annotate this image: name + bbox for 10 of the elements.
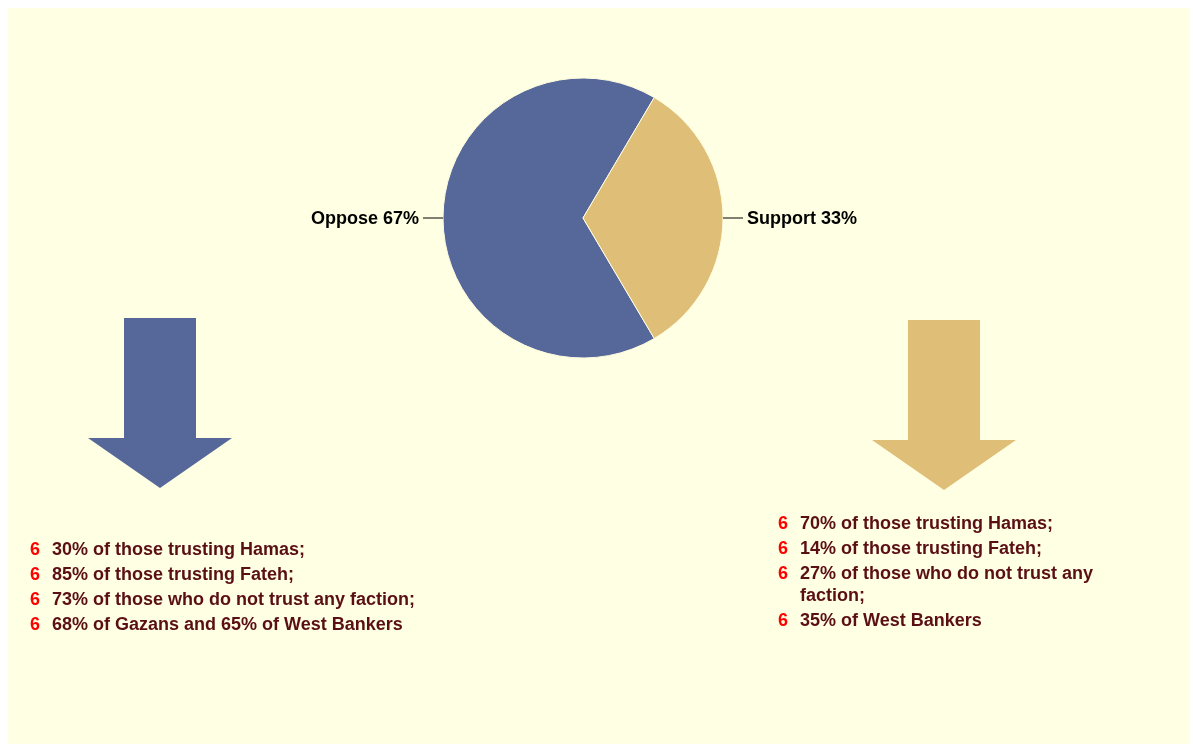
slice-label: Support 33% [747,208,858,228]
slice-label: Oppose 67% [310,208,419,228]
text: 6 35% of West Bankers [778,609,982,631]
text: 6 68% of Gazans and 65% of West Bankers [30,613,403,635]
text: 6 85% of those trusting Fateh; [30,563,295,585]
text: 6 14% of those trusting Fateh; [778,537,1043,559]
text: 6 73% of those who do not trust any faction; [30,588,416,610]
text: 6 27% of those who do not trust any faction; [778,562,1094,606]
text: 6 70% of those trusting Hamas; [778,512,1054,534]
text: 6 30% of those trusting Hamas; [30,538,306,560]
